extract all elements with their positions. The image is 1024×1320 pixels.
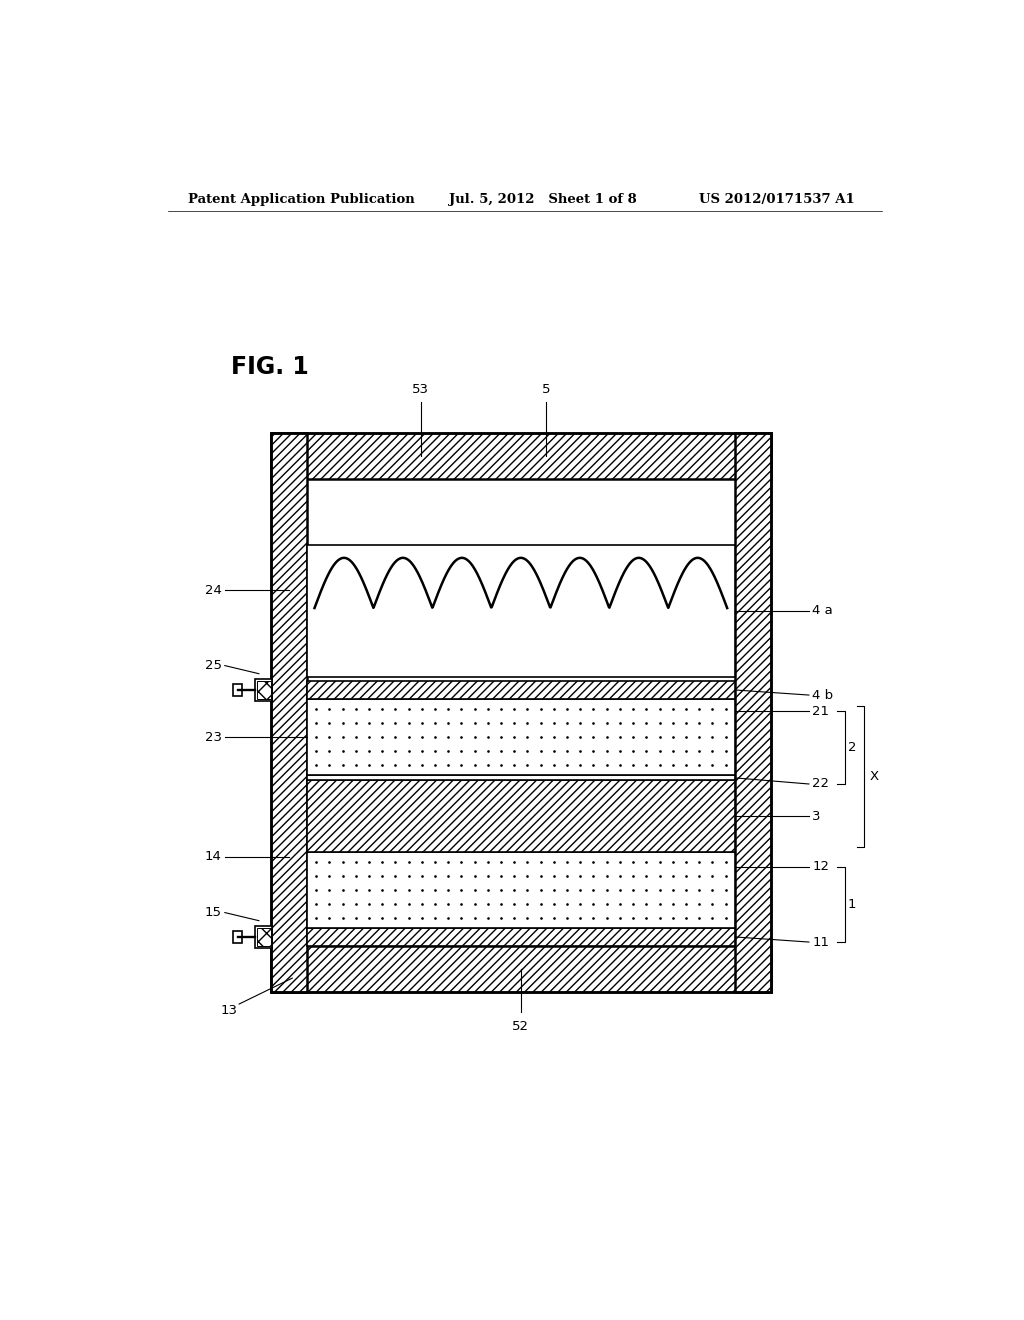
Bar	[232, 931, 243, 942]
Text: 4 b: 4 b	[812, 689, 834, 701]
Text: 23: 23	[205, 731, 221, 743]
Text: 2: 2	[848, 741, 856, 754]
Text: 5: 5	[542, 383, 550, 396]
Text: 1: 1	[848, 898, 856, 911]
Text: 24: 24	[205, 583, 221, 597]
Bar	[270, 946, 771, 991]
Bar	[306, 780, 735, 851]
Text: FIG. 1: FIG. 1	[231, 355, 309, 379]
Bar	[255, 925, 272, 948]
Bar	[257, 928, 270, 946]
Bar	[306, 851, 735, 928]
Bar	[306, 700, 735, 775]
Bar	[270, 433, 771, 479]
Text: 53: 53	[413, 383, 429, 396]
Bar	[270, 433, 771, 991]
Text: 4 a: 4 a	[812, 605, 833, 618]
Text: 25: 25	[205, 659, 221, 672]
Text: 52: 52	[512, 1020, 529, 1034]
Bar	[306, 775, 735, 780]
Bar	[255, 678, 272, 701]
Bar	[306, 545, 735, 677]
Text: Jul. 5, 2012   Sheet 1 of 8: Jul. 5, 2012 Sheet 1 of 8	[450, 193, 637, 206]
Text: 14: 14	[205, 850, 221, 863]
Text: 3: 3	[812, 809, 820, 822]
Text: US 2012/0171537 A1: US 2012/0171537 A1	[699, 193, 855, 206]
Text: Patent Application Publication: Patent Application Publication	[187, 193, 415, 206]
Text: 11: 11	[812, 936, 829, 949]
Bar	[306, 928, 735, 946]
Text: 21: 21	[812, 705, 829, 718]
Text: 15: 15	[205, 906, 221, 919]
Bar	[270, 433, 306, 991]
Bar	[232, 684, 243, 696]
Text: X: X	[869, 770, 879, 783]
Text: 13: 13	[220, 1003, 238, 1016]
Text: 12: 12	[812, 861, 829, 874]
Text: 22: 22	[812, 777, 829, 791]
Bar	[257, 681, 270, 700]
Bar	[306, 681, 735, 700]
Bar	[735, 433, 771, 991]
